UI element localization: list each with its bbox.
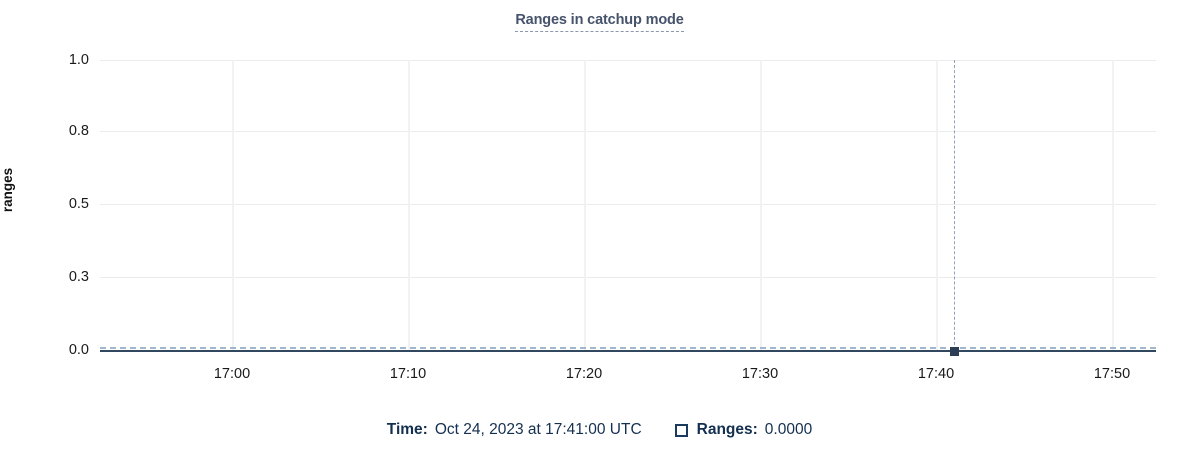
- gridline-vertical: [584, 60, 586, 350]
- footer-series-label: Ranges:: [696, 421, 758, 438]
- gridline-horizontal: [100, 60, 1156, 61]
- gridline-vertical: [760, 60, 762, 350]
- x-tick-label: 17:40: [917, 366, 955, 382]
- gridline-vertical: [936, 60, 938, 350]
- crosshair-vertical-line: [954, 60, 955, 355]
- chart-title: Ranges in catchup mode: [0, 11, 1199, 32]
- y-tick-label: 1.0: [68, 52, 89, 68]
- footer-series-group[interactable]: Ranges: 0.0000: [674, 420, 813, 440]
- x-tick-label: 17:30: [741, 366, 779, 382]
- gridline-vertical: [1112, 60, 1114, 350]
- gridline-horizontal: [100, 277, 1156, 278]
- legend-swatch-icon[interactable]: [674, 423, 688, 437]
- y-tick-label: 0.3: [68, 269, 89, 285]
- chart-title-text: Ranges in catchup mode: [515, 12, 684, 32]
- x-tick-label: 17:20: [565, 366, 603, 382]
- y-tick-label: 0.5: [68, 196, 89, 212]
- footer-time-value: Oct 24, 2023 at 17:41:00 UTC: [434, 421, 642, 438]
- chart-footer-legend: Time: Oct 24, 2023 at 17:41:00 UTC Range…: [0, 420, 1199, 440]
- gridline-vertical: [232, 60, 234, 350]
- footer-time-group: Time: Oct 24, 2023 at 17:41:00 UTC: [387, 420, 642, 440]
- series-line-dashed: [100, 347, 1156, 349]
- x-tick-label: 17:00: [213, 366, 251, 382]
- gridline-horizontal: [100, 131, 1156, 132]
- footer-series-value: 0.0000: [764, 421, 813, 438]
- series-line-solid: [100, 350, 1156, 353]
- x-tick-label: 17:50: [1093, 366, 1131, 382]
- gridline-vertical: [408, 60, 410, 350]
- plot-area[interactable]: [100, 60, 1156, 356]
- y-tick-label: 0.0: [68, 342, 89, 358]
- footer-time-label: Time:: [386, 421, 428, 438]
- y-tick-label: 0.8: [68, 123, 89, 139]
- gridline-horizontal: [100, 204, 1156, 205]
- data-point-marker[interactable]: [949, 346, 959, 356]
- x-tick-label: 17:10: [389, 366, 427, 382]
